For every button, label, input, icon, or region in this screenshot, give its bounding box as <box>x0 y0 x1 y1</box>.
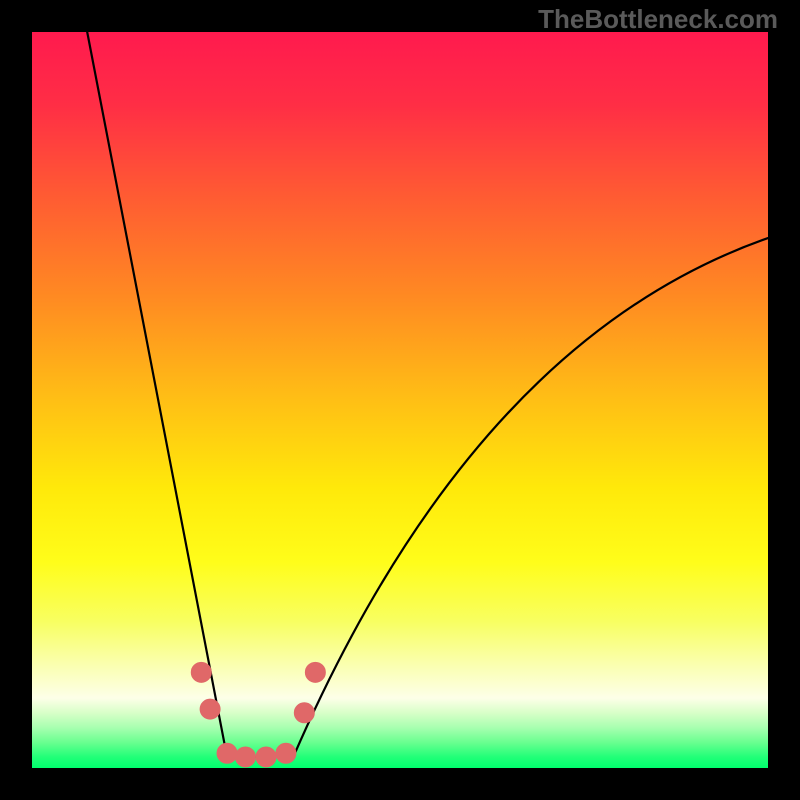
gradient-background <box>32 32 768 768</box>
marker-dot <box>191 662 211 682</box>
chart-svg <box>32 32 768 768</box>
chart-frame: TheBottleneck.com <box>0 0 800 800</box>
watermark-text: TheBottleneck.com <box>538 4 778 35</box>
marker-dot <box>276 743 296 763</box>
marker-dot <box>217 743 237 763</box>
marker-dot <box>305 662 325 682</box>
marker-dot <box>294 703 314 723</box>
marker-dot <box>235 747 255 767</box>
marker-dot <box>200 699 220 719</box>
plot-area <box>32 32 768 768</box>
marker-dot <box>256 747 276 767</box>
